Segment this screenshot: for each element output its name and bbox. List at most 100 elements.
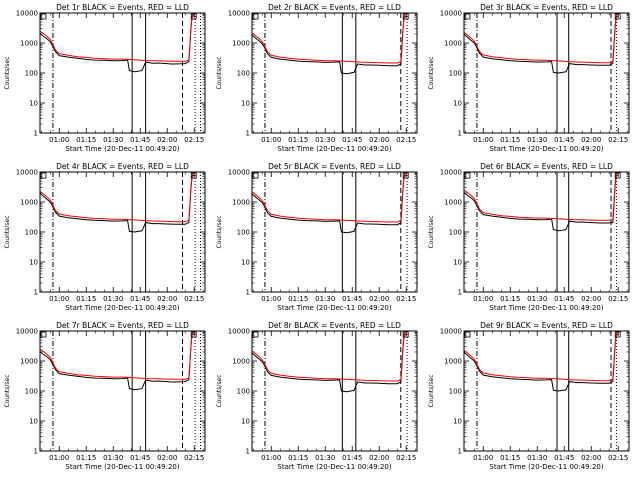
y-tick-label: 1 — [458, 448, 462, 456]
panel-title: Det 3r BLACK = Events, RED = LLD — [480, 3, 613, 12]
y-tick-label: 10 — [29, 100, 38, 108]
x-tick-label: 01:15 — [500, 454, 520, 462]
black-series-line — [40, 333, 195, 391]
y-tick-label: 1000 — [444, 199, 462, 207]
x-tick-label: 01:15 — [500, 136, 520, 144]
x-tick-label: 02:15 — [396, 136, 416, 144]
x-tick-label: 01:15 — [288, 454, 308, 462]
y-tick-label: 10 — [453, 100, 462, 108]
x-tick-label: 01:00 — [473, 295, 493, 303]
x-tick-label: 01:30 — [315, 136, 335, 144]
y-tick-label: 1000 — [232, 358, 250, 366]
y-tick-label: 10000 — [16, 169, 38, 177]
panel-title: Det 2r BLACK = Events, RED = LLD — [268, 3, 401, 12]
detector-panel: Det 3r BLACK = Events, RED = LLD Counts/s… — [428, 3, 630, 153]
panel-title: Det 1r BLACK = Events, RED = LLD — [56, 3, 189, 12]
black-series-line — [464, 174, 619, 232]
panel-title: Det 7r BLACK = Events, RED = LLD — [56, 321, 189, 330]
x-tick-label: 01:45 — [130, 295, 150, 303]
y-tick-label: 10 — [29, 418, 38, 426]
x-tick-label: 02:15 — [396, 295, 416, 303]
corner-square-marker — [190, 172, 197, 179]
black-series-line — [40, 175, 195, 233]
y-tick-label: 1 — [458, 289, 462, 297]
y-tick-label: 100 — [237, 229, 250, 237]
y-tick-label: 100 — [449, 229, 462, 237]
x-axis-label: Start Time (20-Dec-11 00:49:20) — [277, 463, 391, 471]
x-tick-label: 02:00 — [369, 295, 389, 303]
x-axis-label: Start Time (20-Dec-11 00:49:20) — [489, 145, 603, 153]
x-axis-label: Start Time (20-Dec-11 00:49:20) — [65, 145, 179, 153]
y-tick-label: 100 — [449, 388, 462, 396]
x-tick-label: 01:45 — [554, 295, 574, 303]
plot-frame — [39, 330, 206, 452]
black-series-line — [40, 15, 195, 73]
y-tick-label: 1000 — [232, 199, 250, 207]
x-axis-label: Start Time (20-Dec-11 00:49:20) — [277, 145, 391, 153]
corner-square-marker — [402, 13, 409, 20]
y-tick-label: 1 — [246, 448, 250, 456]
x-tick-label: 01:00 — [261, 454, 281, 462]
y-tick-label: 100 — [237, 388, 250, 396]
x-tick-label: 01:00 — [49, 454, 69, 462]
y-tick-label: 10 — [453, 259, 462, 267]
x-tick-label: 01:15 — [288, 295, 308, 303]
x-tick-label: 02:00 — [581, 136, 601, 144]
detector-panel: Det 6r BLACK = Events, RED = LLD Counts/s… — [428, 162, 630, 312]
x-tick-label: 01:30 — [527, 454, 547, 462]
panel-title: Det 4r BLACK = Events, RED = LLD — [56, 162, 189, 171]
detector-panel: Det 7r BLACK = Events, RED = LLD Counts/s… — [4, 321, 206, 471]
y-tick-label: 10000 — [440, 169, 462, 177]
plot-frame — [251, 171, 418, 293]
x-tick-label: 01:45 — [130, 136, 150, 144]
black-series-line — [464, 334, 619, 392]
y-tick-label: 10 — [241, 100, 250, 108]
red-series-line — [252, 173, 407, 223]
x-tick-label: 01:30 — [103, 136, 123, 144]
y-tick-label: 1000 — [232, 40, 250, 48]
detector-panel: Det 2r BLACK = Events, RED = LLD Counts/s… — [216, 3, 418, 153]
corner-square-marker — [614, 172, 621, 179]
y-axis-label: Counts/sec — [428, 215, 435, 248]
y-axis-label: Counts/sec — [4, 56, 11, 89]
y-tick-label: 10000 — [16, 10, 38, 18]
corner-square-marker — [40, 172, 47, 179]
x-tick-label: 01:30 — [527, 295, 547, 303]
red-series-line — [40, 173, 195, 223]
y-tick-label: 1 — [34, 448, 38, 456]
y-tick-label: 1000 — [444, 358, 462, 366]
corner-square-marker — [614, 13, 621, 20]
x-tick-label: 01:00 — [473, 454, 493, 462]
x-tick-label: 01:00 — [49, 136, 69, 144]
x-tick-label: 01:45 — [342, 454, 362, 462]
corner-square-marker — [464, 331, 471, 338]
y-tick-label: 1000 — [20, 358, 38, 366]
detector-panel: Det 8r BLACK = Events, RED = LLD Counts/s… — [216, 321, 418, 471]
x-tick-label: 01:00 — [473, 136, 493, 144]
corner-square-marker — [402, 331, 409, 338]
red-series-line — [464, 332, 619, 382]
y-tick-label: 10000 — [16, 328, 38, 336]
x-tick-label: 01:15 — [76, 136, 96, 144]
x-tick-label: 02:15 — [608, 295, 628, 303]
y-tick-label: 1000 — [444, 40, 462, 48]
y-tick-label: 1 — [246, 289, 250, 297]
corner-square-marker — [252, 172, 259, 179]
x-tick-label: 02:15 — [184, 136, 204, 144]
x-tick-label: 01:30 — [103, 454, 123, 462]
panel-title: Det 8r BLACK = Events, RED = LLD — [268, 321, 401, 330]
detector-panel: Det 5r BLACK = Events, RED = LLD Counts/s… — [216, 162, 418, 312]
corner-square-marker — [614, 331, 621, 338]
red-series-line — [464, 14, 619, 64]
plot-frame — [39, 171, 206, 293]
x-tick-label: 01:15 — [500, 295, 520, 303]
plot-frame — [251, 12, 418, 134]
y-tick-label: 10 — [241, 418, 250, 426]
x-tick-label: 02:15 — [608, 454, 628, 462]
y-tick-label: 1 — [34, 289, 38, 297]
corner-square-marker — [252, 13, 259, 20]
black-series-line — [252, 334, 407, 393]
black-series-line — [252, 16, 407, 75]
corner-square-marker — [402, 172, 409, 179]
